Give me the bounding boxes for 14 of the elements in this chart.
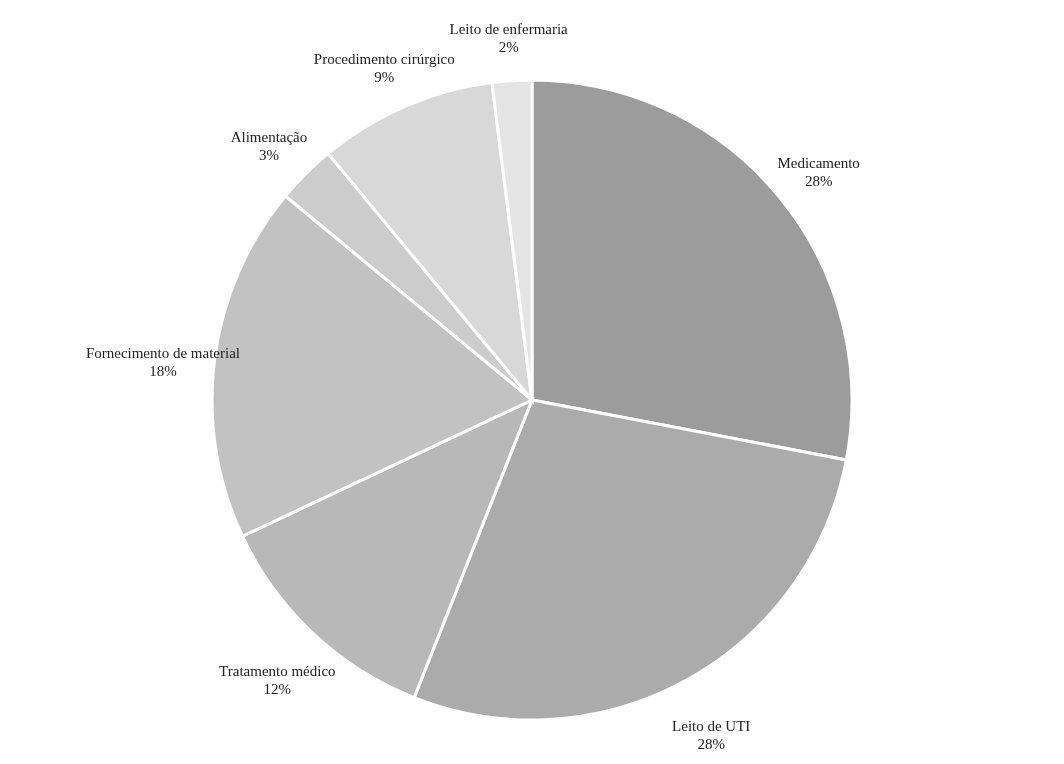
slice-label: Tratamento médico [219, 663, 336, 680]
data-label: 28% [697, 735, 725, 752]
slice-label: Alimentação [230, 128, 308, 145]
slice-label: Fornecimento de material [85, 345, 240, 362]
data-label: 9% [374, 68, 395, 85]
data-label: 28% [804, 172, 833, 189]
slice-label: Medicamento [777, 154, 860, 171]
data-label: 3% [258, 146, 279, 163]
slice-label: Leito de enfermaria [449, 20, 569, 37]
slice-label: Leito de UTI [672, 717, 751, 734]
data-label: 12% [263, 681, 292, 698]
data-label: 2% [498, 38, 519, 55]
data-label: 18% [149, 363, 177, 380]
slice-label: Procedimento cirúrgico [313, 50, 455, 67]
